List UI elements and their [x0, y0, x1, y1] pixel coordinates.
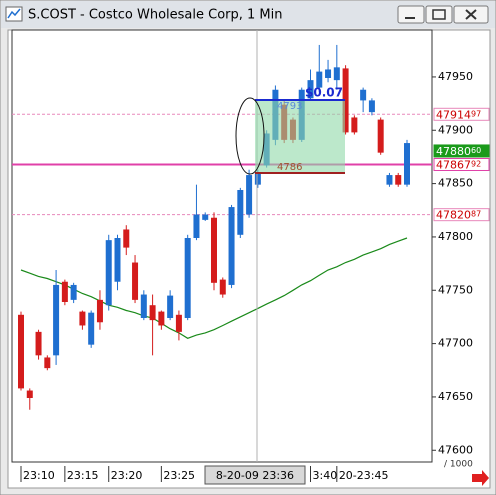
maximize-button[interactable]	[425, 5, 453, 24]
annotation-top-label: 4793	[277, 101, 302, 112]
annotation: 4793 4786 $0.07	[235, 86, 345, 175]
candle-body	[96, 299, 103, 323]
y-tick-label: 47600	[438, 443, 473, 456]
candle-body	[404, 143, 410, 185]
price-level-label: 4782087	[436, 209, 481, 222]
candle-body	[395, 175, 402, 185]
window-title: S.COST - Costco Wholesale Corp, 1 Min	[28, 8, 282, 23]
candle-body	[114, 238, 121, 282]
candle-body	[316, 71, 323, 88]
candle-body	[88, 312, 95, 345]
y-tick-label: 47950	[438, 70, 473, 83]
x-tick-label: 23:15	[67, 469, 99, 482]
plot-area	[11, 29, 433, 463]
candle-body	[254, 172, 261, 185]
candle-body	[219, 279, 226, 295]
highlight-ellipse	[235, 97, 265, 175]
candle-body	[44, 357, 51, 369]
candle-body	[368, 100, 375, 113]
price-level-box	[433, 107, 490, 121]
moving-average-line	[20, 237, 408, 339]
candle-body	[61, 281, 68, 302]
candle-body	[26, 390, 33, 398]
app-icon	[5, 6, 23, 22]
candle-body	[79, 311, 86, 326]
candle-body	[325, 69, 332, 78]
candle-body	[184, 238, 191, 318]
x-tick-label: 3:40	[313, 469, 338, 482]
x-axis: 23:10 23:15 23:20 23:25 3:40 20-23:45	[20, 466, 389, 482]
candle-body	[193, 214, 200, 238]
price-level-label: 4791497	[436, 108, 481, 121]
candle-body	[246, 175, 253, 215]
candle-body	[35, 331, 42, 356]
x-tick-label: 23:10	[23, 469, 55, 482]
candle-body	[53, 284, 60, 356]
y-tick-label: 47750	[438, 283, 473, 296]
y-tick-label: 47800	[438, 230, 473, 243]
candle-body	[132, 262, 139, 300]
y-tick-label: 47650	[438, 390, 473, 403]
x-tick-label: 20-23:45	[339, 469, 389, 482]
candle-body	[149, 305, 156, 321]
candle-body	[18, 314, 24, 389]
candle-body	[175, 314, 182, 332]
candle-body	[105, 240, 112, 306]
close-button[interactable]	[453, 5, 489, 24]
candle-body	[351, 117, 358, 133]
candle-body	[237, 190, 244, 235]
scroll-arrow[interactable]	[472, 470, 489, 486]
price-level-label: 4788060	[436, 145, 481, 158]
minimize-button[interactable]	[397, 5, 425, 24]
candle-body	[377, 119, 384, 153]
candle-body	[158, 311, 165, 326]
cursor-label-box	[204, 465, 306, 485]
candle-body	[342, 68, 349, 133]
candle-body	[307, 80, 314, 99]
y-tick-label: 47700	[438, 337, 473, 350]
candle-body	[360, 89, 367, 101]
range-box	[255, 100, 345, 173]
y-tick-label: 47850	[438, 177, 473, 190]
price-level-box	[433, 208, 490, 222]
price-level-box	[433, 144, 490, 158]
candle-body	[228, 207, 235, 285]
y-tick-label: 47900	[438, 123, 473, 136]
y-unit-note: / 1000	[444, 460, 473, 470]
price-level-box	[433, 157, 490, 171]
price-level-label: 4786792	[436, 158, 481, 171]
candle-body	[202, 214, 209, 220]
annotation-change: $0.07	[305, 86, 343, 100]
candle-body	[140, 294, 147, 318]
candle-body	[386, 175, 393, 185]
candle-body	[70, 284, 77, 300]
annotation-bottom-label: 4786	[277, 162, 302, 173]
x-tick-label: 23:25	[163, 469, 195, 482]
candle-body	[123, 229, 130, 248]
candle-body	[211, 217, 217, 283]
candle-body	[167, 295, 174, 318]
x-tick-label: 23:20	[111, 469, 143, 482]
cursor-label: 8-20-09 23:36	[216, 469, 294, 482]
candle-body	[333, 67, 340, 81]
